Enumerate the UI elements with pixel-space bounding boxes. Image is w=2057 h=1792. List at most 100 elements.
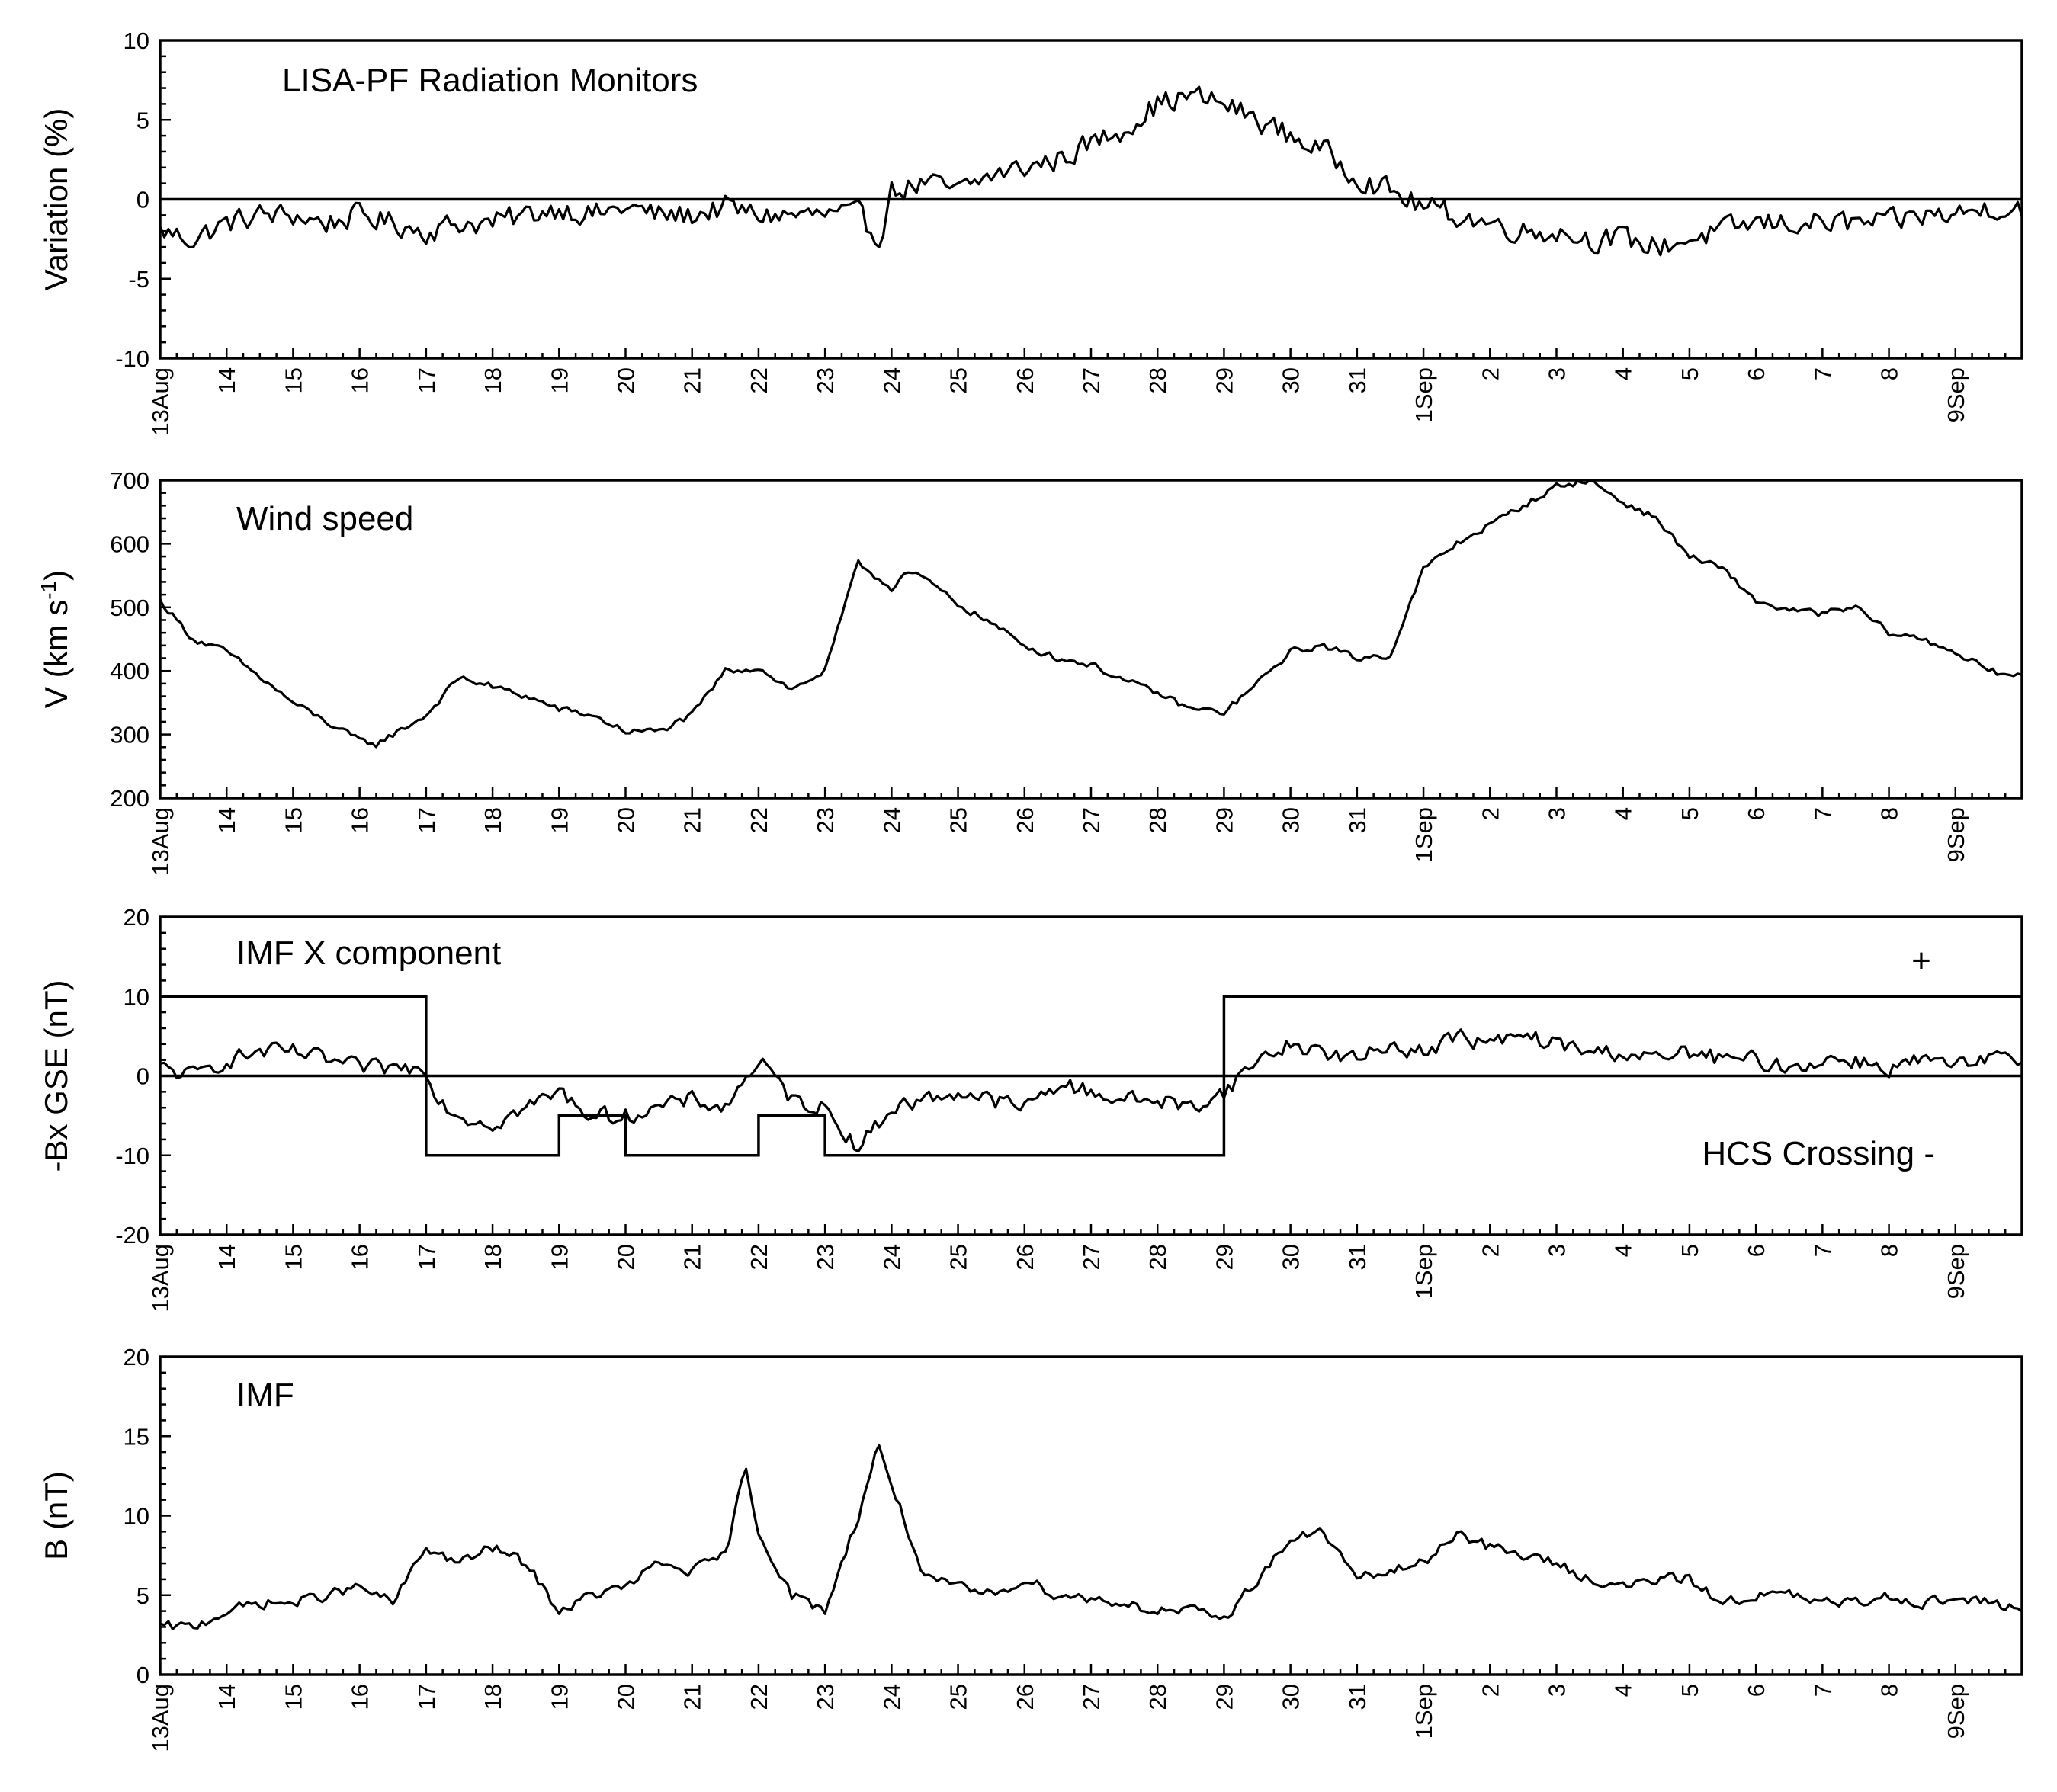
y-tick-label: 0 bbox=[136, 1662, 149, 1688]
x-tick-label: 9Sep bbox=[1943, 1684, 1969, 1739]
panel-3: -20 -10 0 10 20 -Bx GSE (nT) 13Aug 14 15 16 17 18 19… bbox=[38, 904, 2023, 1313]
x-tick-label: 5 bbox=[1677, 367, 1703, 380]
x-tick-label: 16 bbox=[347, 1684, 374, 1710]
x-tick-label: 1Sep bbox=[1410, 1684, 1437, 1739]
y-tick-label: 5 bbox=[136, 107, 149, 133]
x-tick-label: 19 bbox=[546, 367, 573, 393]
y-axis-label: -Bx GSE (nT) bbox=[38, 979, 74, 1172]
x-tick-label: 2 bbox=[1477, 1244, 1503, 1257]
y-tick-label: 700 bbox=[110, 467, 149, 494]
x-tick-label: 28 bbox=[1144, 807, 1171, 833]
x-tick-label: 6 bbox=[1743, 1684, 1770, 1697]
y-tick-label: -5 bbox=[128, 266, 149, 293]
x-tick-label: 29 bbox=[1211, 367, 1237, 393]
x-tick-label: 8 bbox=[1876, 1684, 1903, 1697]
x-tick-label: 8 bbox=[1876, 807, 1903, 820]
x-tick-label: 25 bbox=[945, 807, 972, 833]
x-tick-label: 14 bbox=[213, 1244, 240, 1270]
y-tick-label: -20 bbox=[115, 1222, 149, 1249]
y-tick-label: 400 bbox=[110, 658, 149, 684]
x-tick-label: 28 bbox=[1144, 1684, 1171, 1710]
x-tick-label: 14 bbox=[213, 367, 240, 393]
x-tick-label: 24 bbox=[878, 1244, 905, 1270]
x-tick-label: 15 bbox=[280, 1684, 306, 1710]
x-tick-label: 28 bbox=[1144, 367, 1171, 393]
x-tick-label: 18 bbox=[480, 1684, 506, 1710]
x-tick-label: 23 bbox=[812, 367, 839, 393]
x-tick-label: 4 bbox=[1610, 807, 1637, 820]
x-tick-label: 24 bbox=[878, 1684, 905, 1710]
x-tick-label: 6 bbox=[1743, 807, 1770, 820]
x-tick-label: 14 bbox=[213, 807, 240, 833]
panel-1: -10 -5 0 5 10 Variation (%) 13Aug 14 15 16 17 18 19 2… bbox=[38, 27, 2023, 436]
x-tick-label: 22 bbox=[746, 1684, 772, 1710]
x-tick-label: 22 bbox=[746, 367, 772, 393]
x-tick-label: 7 bbox=[1809, 367, 1836, 380]
x-tick-label: 25 bbox=[945, 1244, 972, 1270]
x-tick-label: 24 bbox=[878, 367, 905, 393]
y-tick-label: -10 bbox=[115, 1143, 149, 1169]
x-tick-label: 15 bbox=[280, 807, 306, 833]
y-tick-label: 5 bbox=[136, 1582, 149, 1609]
x-tick-label: 27 bbox=[1078, 367, 1105, 393]
x-tick-label: 2 bbox=[1477, 1684, 1503, 1697]
x-tick-label: 9Sep bbox=[1943, 367, 1969, 422]
x-tick-label: 2 bbox=[1477, 367, 1503, 380]
y-tick-label: 300 bbox=[110, 722, 149, 749]
x-tick-label: 30 bbox=[1278, 1684, 1304, 1710]
x-tick-label: 4 bbox=[1610, 367, 1637, 380]
x-tick-label: 2 bbox=[1477, 807, 1503, 820]
x-tick-label: 19 bbox=[546, 807, 573, 833]
y-tick-label: 500 bbox=[110, 595, 149, 621]
x-tick-label: 7 bbox=[1809, 1684, 1836, 1697]
panel-annotation: Wind speed bbox=[236, 500, 413, 537]
x-tick-label: 1Sep bbox=[1410, 807, 1437, 862]
x-tick-label: 31 bbox=[1344, 367, 1371, 393]
x-tick-label: 31 bbox=[1344, 807, 1371, 833]
data-series-line bbox=[159, 1444, 2023, 1630]
data-series-line bbox=[159, 479, 2023, 749]
data-series-line bbox=[159, 1028, 2023, 1153]
x-tick-label: 26 bbox=[1012, 367, 1038, 393]
x-tick-label: 26 bbox=[1012, 1244, 1038, 1270]
x-tick-label: 13Aug bbox=[147, 1684, 174, 1752]
y-tick-label: 10 bbox=[124, 1503, 149, 1530]
y-tick-label: 200 bbox=[110, 785, 149, 812]
x-tick-label: 21 bbox=[679, 367, 706, 393]
x-tick-label: 13Aug bbox=[147, 807, 174, 876]
y-tick-label: 20 bbox=[124, 904, 149, 931]
x-tick-label: 3 bbox=[1544, 807, 1571, 820]
data-series-line bbox=[159, 85, 2023, 257]
x-tick-label: 17 bbox=[413, 367, 440, 393]
x-tick-label: 4 bbox=[1610, 1244, 1637, 1257]
plot-frame bbox=[159, 1355, 2023, 1676]
x-tick-label: 3 bbox=[1544, 1684, 1571, 1697]
x-tick-label: 23 bbox=[812, 1684, 839, 1710]
x-tick-label: 27 bbox=[1078, 1244, 1105, 1270]
x-tick-label: 6 bbox=[1743, 1244, 1770, 1257]
x-tick-label: 19 bbox=[546, 1684, 573, 1710]
x-tick-label: 30 bbox=[1278, 1244, 1304, 1270]
x-tick-label: 7 bbox=[1809, 1244, 1836, 1257]
x-tick-label: 26 bbox=[1012, 807, 1038, 833]
y-axis-label: V (km s-1) bbox=[37, 570, 75, 708]
x-tick-label: 19 bbox=[546, 1244, 573, 1270]
x-tick-label: 1Sep bbox=[1410, 367, 1437, 422]
x-tick-label: 18 bbox=[480, 367, 506, 393]
x-tick-label: 29 bbox=[1211, 1684, 1237, 1710]
x-tick-label: 30 bbox=[1278, 807, 1304, 833]
panel-2: 200 300 400 500 600 700 V (km s-1) 13Aug 14 15 16 1… bbox=[37, 467, 2023, 876]
x-tick-label: 31 bbox=[1344, 1684, 1371, 1710]
x-tick-label: 9Sep bbox=[1943, 807, 1969, 862]
x-tick-label: 3 bbox=[1544, 367, 1571, 380]
y-tick-label: 20 bbox=[124, 1344, 149, 1370]
x-tick-label: 23 bbox=[812, 1244, 839, 1270]
x-tick-label: 25 bbox=[945, 367, 972, 393]
y-tick-label: 15 bbox=[124, 1423, 149, 1450]
x-tick-label: 8 bbox=[1876, 367, 1903, 380]
x-tick-label: 26 bbox=[1012, 1684, 1038, 1710]
x-tick-label: 23 bbox=[812, 807, 839, 833]
x-tick-label: 4 bbox=[1610, 1684, 1637, 1697]
x-tick-label: 3 bbox=[1544, 1244, 1571, 1257]
